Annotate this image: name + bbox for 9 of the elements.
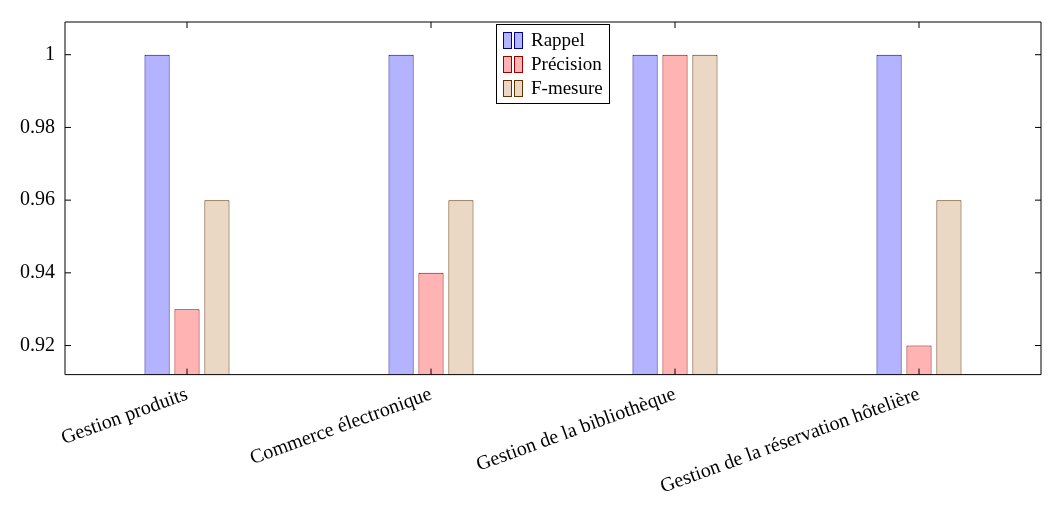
y-tick-label: 0.96	[20, 187, 55, 210]
legend-label: Précision	[531, 52, 602, 76]
y-tick-label: 0.92	[20, 332, 55, 355]
y-tick-label: 0.98	[20, 114, 55, 137]
legend-label: F-mesure	[531, 76, 603, 100]
legend-label: Rappel	[531, 28, 585, 52]
x-tick-label: Gestion produits	[57, 381, 191, 449]
y-tick-label: 0.94	[20, 260, 55, 283]
y-tick-label: 1	[45, 41, 55, 64]
